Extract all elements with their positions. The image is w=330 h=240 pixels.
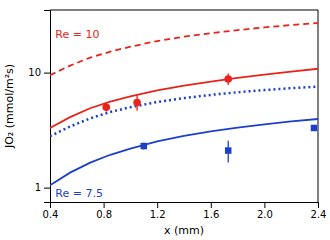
tick: 10 <box>28 67 50 78</box>
point <box>225 147 232 154</box>
tick-label: 10 <box>28 67 41 78</box>
tick: 2.4 <box>311 202 327 220</box>
tick-label: 1.2 <box>150 209 166 220</box>
tick-mark <box>211 202 212 208</box>
x-axis-title: x (mm) <box>164 224 204 237</box>
y-axis-title: JO₂ (mmol/m²s) <box>3 64 16 149</box>
tick-mark <box>104 202 105 208</box>
tick-label: 2.0 <box>257 209 273 220</box>
axis-line <box>44 11 51 203</box>
y-axis: 1 10 <box>28 11 50 203</box>
tick-label: 0.4 <box>43 209 59 220</box>
tick: 1.2 <box>150 202 166 220</box>
frame-line <box>50 10 318 11</box>
tick: 0.4 <box>43 202 59 220</box>
tick-mark <box>44 188 50 189</box>
x-axis: 0.4 0.8 1.2 1.6 2.0 2.4 <box>43 202 327 220</box>
point <box>141 143 148 150</box>
point <box>224 75 232 83</box>
tick-label: 1.6 <box>203 209 219 220</box>
tick-mark <box>264 202 265 208</box>
marks <box>50 23 318 185</box>
line <box>50 119 318 185</box>
tick: 2.0 <box>257 202 273 220</box>
axis-line <box>51 203 319 209</box>
tick-mark <box>318 202 319 208</box>
line <box>50 87 318 137</box>
line <box>50 23 318 75</box>
tick-label: 1 <box>35 182 41 193</box>
tick-label: 2.4 <box>311 209 327 220</box>
point <box>133 99 141 107</box>
scatter-series <box>102 74 232 112</box>
chart: 0.4 0.8 1.2 1.6 2.0 2.4 1 10 Re = 10 Re = 7.5 x (m… <box>0 0 330 240</box>
annotation: Re = 10 <box>55 28 99 41</box>
tick-label: 0.8 <box>96 209 112 220</box>
tick: 1.6 <box>203 202 219 220</box>
tick-mark <box>157 202 158 208</box>
annotation: Re = 7.5 <box>55 187 103 200</box>
frame-line <box>318 10 319 202</box>
point <box>311 125 318 132</box>
tick-mark <box>44 73 50 74</box>
point <box>102 103 110 111</box>
plot-area: 0.4 0.8 1.2 1.6 2.0 2.4 1 10 Re = 10 Re = 7.5 <box>28 10 326 220</box>
tick: 0.8 <box>96 202 112 220</box>
scatter-series <box>141 125 318 163</box>
tick: 1 <box>35 182 50 193</box>
